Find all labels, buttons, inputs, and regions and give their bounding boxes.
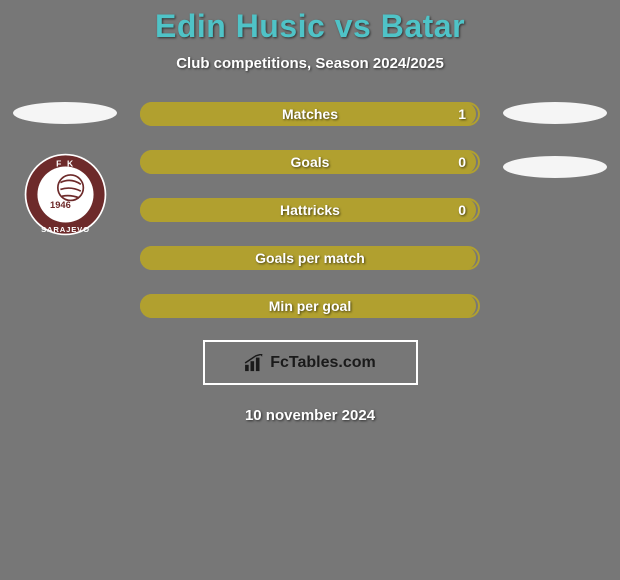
comparison-card: Edin Husic vs Batar Club competitions, S… [0, 0, 620, 424]
player-photo-placeholder-right-2 [503, 156, 607, 178]
left-column: F K SARAJEVO 1946 [10, 102, 120, 318]
stat-bar: Goals per match [140, 246, 480, 270]
chart-icon [244, 354, 266, 372]
stat-value: 1 [458, 106, 466, 122]
club-badge-left: F K SARAJEVO 1946 [23, 152, 108, 237]
stat-bar: Goals 0 [140, 150, 480, 174]
date-text: 10 november 2024 [245, 407, 375, 424]
stat-label: Goals per match [255, 250, 365, 266]
page-title: Edin Husic vs Batar [155, 8, 465, 45]
stat-label: Matches [282, 106, 338, 122]
stat-bar: Matches 1 [140, 102, 480, 126]
svg-text:1946: 1946 [50, 200, 71, 210]
stat-label: Hattricks [280, 202, 340, 218]
brand-link[interactable]: FcTables.com [203, 340, 418, 385]
main-row: F K SARAJEVO 1946 Matches1Goals0Hattrick… [0, 102, 620, 318]
subtitle: Club competitions, Season 2024/2025 [176, 55, 444, 72]
right-column [500, 102, 610, 318]
stat-label: Min per goal [269, 298, 351, 314]
stats-column: Matches 1 Goals 0 Hattricks 0 Goals per match M… [140, 102, 480, 318]
stat-bar: Hattricks 0 [140, 198, 480, 222]
stat-bar: Min per goal [140, 294, 480, 318]
player-photo-placeholder-right-1 [503, 102, 607, 124]
stat-value: 0 [458, 202, 466, 218]
player-photo-placeholder-left [13, 102, 117, 124]
stat-value: 0 [458, 154, 466, 170]
stat-label: Goals [291, 154, 330, 170]
brand-text: FcTables.com [270, 354, 376, 372]
svg-text:F K: F K [56, 158, 75, 168]
svg-text:SARAJEVO: SARAJEVO [41, 225, 90, 234]
